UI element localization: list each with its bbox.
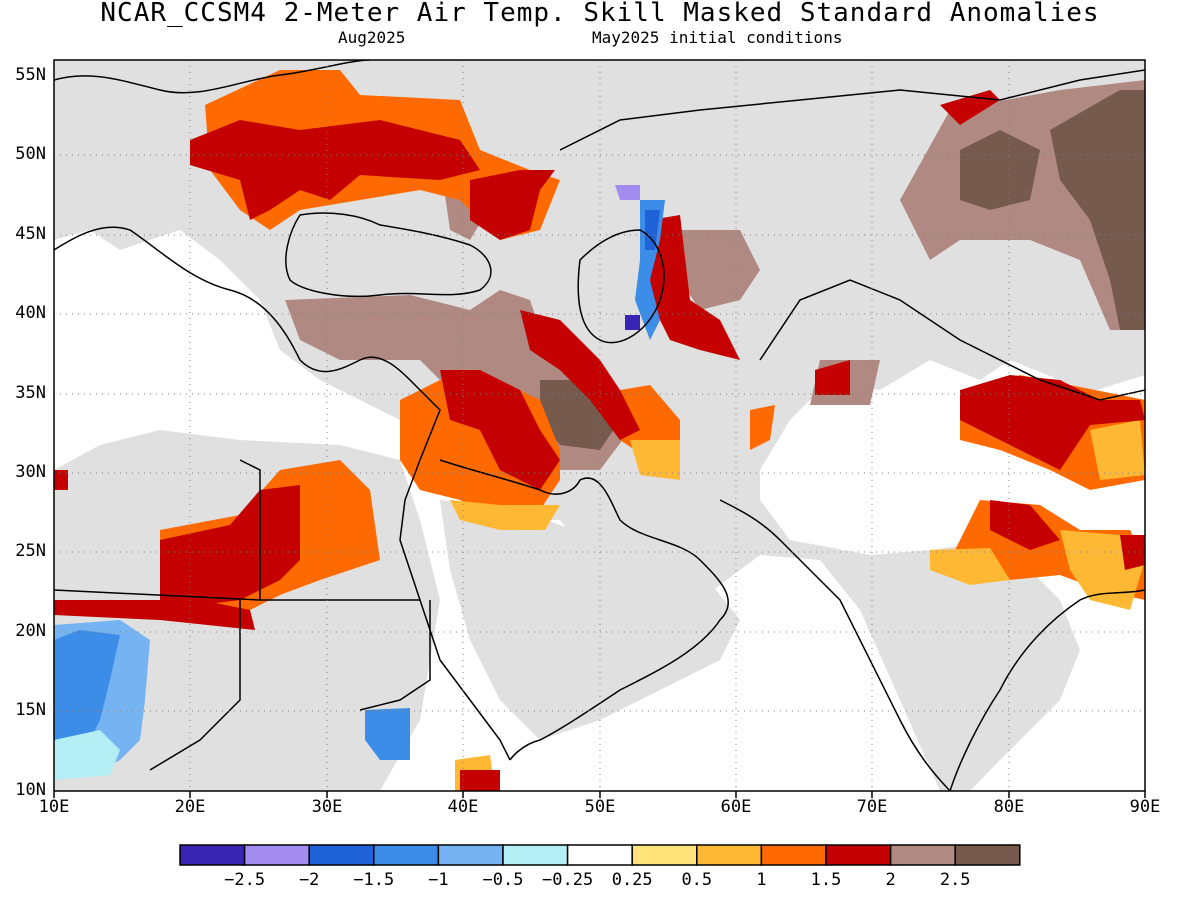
lat-label-25N: 25N bbox=[15, 541, 46, 561]
lon-label-20E: 20E bbox=[174, 797, 206, 817]
colorbar bbox=[179, 844, 1021, 866]
lon-label-60E: 60E bbox=[720, 797, 752, 817]
negative-anomalies bbox=[54, 185, 665, 780]
lat-label-15N: 15N bbox=[15, 700, 46, 720]
shaded-regions bbox=[54, 60, 1145, 791]
initial-conditions-label: May2025 initial conditions bbox=[592, 28, 843, 47]
lat-label-45N: 45N bbox=[15, 224, 46, 244]
lon-label-10E: 10E bbox=[38, 797, 70, 817]
colorbar-swatch-8 bbox=[696, 844, 763, 866]
colorbar-swatch-3 bbox=[373, 844, 440, 866]
colorbar-label-6: 0.25 bbox=[611, 870, 653, 890]
colorbar-label-3: −1 bbox=[428, 870, 449, 890]
colorbar-label-2: −1.5 bbox=[353, 870, 395, 890]
colorbar-label-4: −0.5 bbox=[482, 870, 524, 890]
colorbar-label-8: 1 bbox=[756, 870, 767, 890]
colorbar-swatch-10 bbox=[825, 844, 892, 866]
lon-label-90E: 90E bbox=[1129, 797, 1161, 817]
lon-label-40E: 40E bbox=[447, 797, 479, 817]
lat-label-50N: 50N bbox=[15, 144, 46, 164]
colorbar-swatch-12 bbox=[954, 844, 1021, 866]
colorbar-label-1: −2 bbox=[298, 870, 320, 890]
lat-label-40N: 40N bbox=[15, 303, 46, 323]
lon-label-80E: 80E bbox=[993, 797, 1025, 817]
colorbar-label-5: −0.25 bbox=[542, 870, 594, 890]
colorbar-swatch-1 bbox=[243, 844, 310, 866]
lat-label-30N: 30N bbox=[15, 462, 46, 482]
lat-label-35N: 35N bbox=[15, 383, 46, 403]
colorbar-swatch-4 bbox=[437, 844, 504, 866]
lat-label-20N: 20N bbox=[15, 621, 46, 641]
colorbar-swatch-11 bbox=[889, 844, 956, 866]
lon-label-50E: 50E bbox=[584, 797, 616, 817]
coastlines bbox=[54, 60, 1145, 791]
colorbar-label-9: 1.5 bbox=[810, 870, 842, 890]
colorbar-swatch-6 bbox=[566, 844, 633, 866]
colorbar-swatch-0 bbox=[179, 844, 246, 866]
colorbar-swatch-2 bbox=[308, 844, 375, 866]
map-title: NCAR_CCSM4 2-Meter Air Temp. Skill Maske… bbox=[100, 0, 1100, 28]
valid-month-label: Aug2025 bbox=[338, 28, 406, 47]
tick-marks bbox=[53, 791, 1146, 798]
lon-label-30E: 30E bbox=[311, 797, 343, 817]
colorbar-label-11: 2.5 bbox=[939, 870, 971, 890]
lat-label-10N: 10N bbox=[15, 780, 46, 800]
anomaly-2-red bbox=[54, 90, 1145, 791]
lon-label-70E: 70E bbox=[856, 797, 888, 817]
colorbar-swatch-9 bbox=[760, 844, 827, 866]
colorbar-swatch-5 bbox=[502, 844, 569, 866]
lat-label-55N: 55N bbox=[15, 65, 46, 85]
colorbar-label-0: −2.5 bbox=[224, 870, 266, 890]
colorbar-label-7: 0.5 bbox=[681, 870, 713, 890]
colorbar-label-10: 2 bbox=[885, 870, 896, 890]
colorbar-swatch-7 bbox=[631, 844, 698, 866]
